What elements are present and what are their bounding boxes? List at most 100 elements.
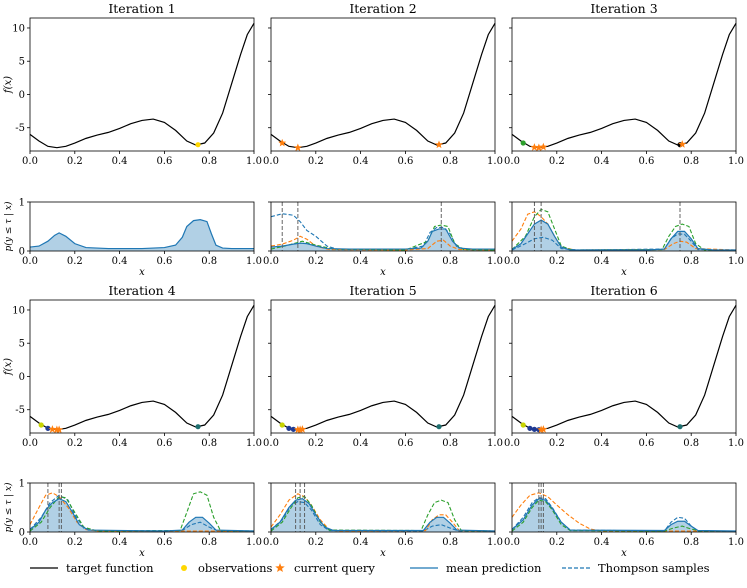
legend-star-icon xyxy=(275,563,285,573)
thompson-sample-line xyxy=(512,499,736,532)
y-axis-label: f(x) xyxy=(3,358,14,376)
x-tick-label: 0.6 xyxy=(638,156,654,167)
observation-dot xyxy=(677,424,683,430)
panel-2: Iteration 2 0.0 0.2 0.4 0.6 0.8 1.0 0.0 0.2 0.4 0.… xyxy=(263,1,503,278)
x-tick-label: 0.8 xyxy=(442,537,458,548)
x-tick-label: 0.4 xyxy=(594,156,610,167)
thompson-sample-line xyxy=(512,497,736,532)
x-axis-label: x xyxy=(139,548,145,559)
panel-title: Iteration 1 xyxy=(108,1,175,16)
bottom-axes-frame xyxy=(29,482,255,533)
legend: target function observations current query… xyxy=(30,561,710,575)
mean-prediction-fill xyxy=(30,498,254,532)
x-tick-label: 0.4 xyxy=(112,438,128,449)
x-tick-label: 1.0 xyxy=(246,537,262,548)
y-tick-label: 0 xyxy=(19,247,25,258)
x-tick-label: 0.6 xyxy=(638,438,654,449)
panel-5: Iteration 5 0.0 0.2 0.4 0.6 0.8 1.0 0.0 0.2 0.4 0.… xyxy=(263,283,503,559)
x-tick-label: 0.4 xyxy=(353,156,369,167)
mean-prediction-line xyxy=(512,498,736,532)
current-query-star xyxy=(298,425,307,433)
observation-dot xyxy=(279,422,285,428)
x-tick-label: 0.0 xyxy=(263,156,279,167)
observation-dot xyxy=(520,422,526,428)
x-tick-label: 0.0 xyxy=(22,256,38,267)
x-tick-label: 0.2 xyxy=(67,156,83,167)
x-tick-label: 0.8 xyxy=(201,156,217,167)
observation-dot xyxy=(195,424,201,430)
x-tick-label: 0.4 xyxy=(112,537,128,548)
y-tick-label: 0 xyxy=(19,528,25,539)
y-tick-label: 5 xyxy=(19,57,25,68)
x-tick-label: 0.4 xyxy=(594,438,610,449)
observation-dot xyxy=(527,425,533,431)
target-function-line xyxy=(270,305,496,431)
thompson-sample-line xyxy=(271,224,495,251)
bottom-axes-frame xyxy=(511,201,737,252)
panel-title: Iteration 3 xyxy=(590,1,657,16)
panel-3: Iteration 3 0.0 0.2 0.4 0.6 0.8 1.0 0.0 0.2 0.4 0.… xyxy=(504,1,744,278)
x-tick-label: 1.0 xyxy=(728,156,744,167)
x-axis-label: x xyxy=(621,267,627,278)
y-tick-label: 0 xyxy=(19,372,25,383)
x-tick-label: 0.4 xyxy=(353,537,369,548)
x-tick-label: 0.0 xyxy=(504,256,520,267)
x-tick-label: 0.0 xyxy=(22,537,38,548)
x-tick-label: 0.8 xyxy=(201,537,217,548)
x-tick-label: 0.4 xyxy=(112,156,128,167)
y-tick-label: 10 xyxy=(12,23,25,34)
x-tick-label: 1.0 xyxy=(246,438,262,449)
x-tick-label: 1.0 xyxy=(728,537,744,548)
mean-prediction-fill xyxy=(271,498,495,532)
x-tick-label: 0.8 xyxy=(201,438,217,449)
legend-item: Thompson samples xyxy=(562,561,710,575)
x-tick-label: 0.0 xyxy=(263,537,279,548)
y-axis-label: p(y ≤ τ | x) xyxy=(3,482,14,532)
x-tick-label: 0.8 xyxy=(442,156,458,167)
mean-prediction-fill xyxy=(512,498,736,532)
bottom-plot-area xyxy=(271,202,495,251)
thompson-sample-line xyxy=(512,211,736,251)
target-function-line xyxy=(511,23,737,149)
legend-label: Thompson samples xyxy=(598,561,710,575)
mean-prediction-line xyxy=(30,219,254,250)
x-tick-label: 0.2 xyxy=(549,156,565,167)
mean-prediction-line xyxy=(512,219,736,251)
mean-prediction-fill xyxy=(512,220,736,251)
legend-label: target function xyxy=(66,561,154,575)
top-axes-frame xyxy=(270,299,496,434)
x-tick-label: 0.6 xyxy=(397,537,413,548)
legend-label: mean prediction xyxy=(446,561,542,575)
x-tick-label: 1.0 xyxy=(246,256,262,267)
bottom-axes-frame xyxy=(270,482,496,533)
target-function-line xyxy=(29,305,255,431)
mean-prediction-line xyxy=(271,228,495,250)
x-tick-label: 0.6 xyxy=(156,438,172,449)
current-query-star xyxy=(530,143,539,151)
x-tick-label: 0.6 xyxy=(156,537,172,548)
legend-label: observations xyxy=(198,561,272,575)
bottom-axes-frame xyxy=(511,482,737,533)
top-axes-frame xyxy=(29,299,255,434)
x-tick-label: 1.0 xyxy=(487,537,503,548)
x-tick-label: 0.8 xyxy=(683,156,699,167)
x-tick-label: 1.0 xyxy=(728,256,744,267)
thompson-sample-line xyxy=(271,235,495,251)
x-tick-label: 0.8 xyxy=(683,256,699,267)
x-tick-label: 0.2 xyxy=(308,537,324,548)
bottom-axes-frame xyxy=(29,201,255,252)
x-tick-label: 0.6 xyxy=(638,537,654,548)
panel-1: Iteration 10.0 0.2 0.4 0.6 0.8 1.0-50510f(x)0… xyxy=(3,1,262,278)
mean-prediction-fill xyxy=(271,228,495,251)
x-tick-label: 0.0 xyxy=(263,256,279,267)
x-tick-label: 0.8 xyxy=(201,256,217,267)
x-tick-label: 1.0 xyxy=(246,156,262,167)
bottom-plot-area xyxy=(512,483,736,532)
x-axis-label: x xyxy=(139,267,145,278)
observation-dot xyxy=(436,424,442,430)
current-query-star xyxy=(534,143,543,152)
observation-dot xyxy=(195,142,201,148)
panel-title: Iteration 4 xyxy=(108,283,175,298)
current-query-star xyxy=(293,143,302,152)
mean-prediction-line xyxy=(271,498,495,532)
